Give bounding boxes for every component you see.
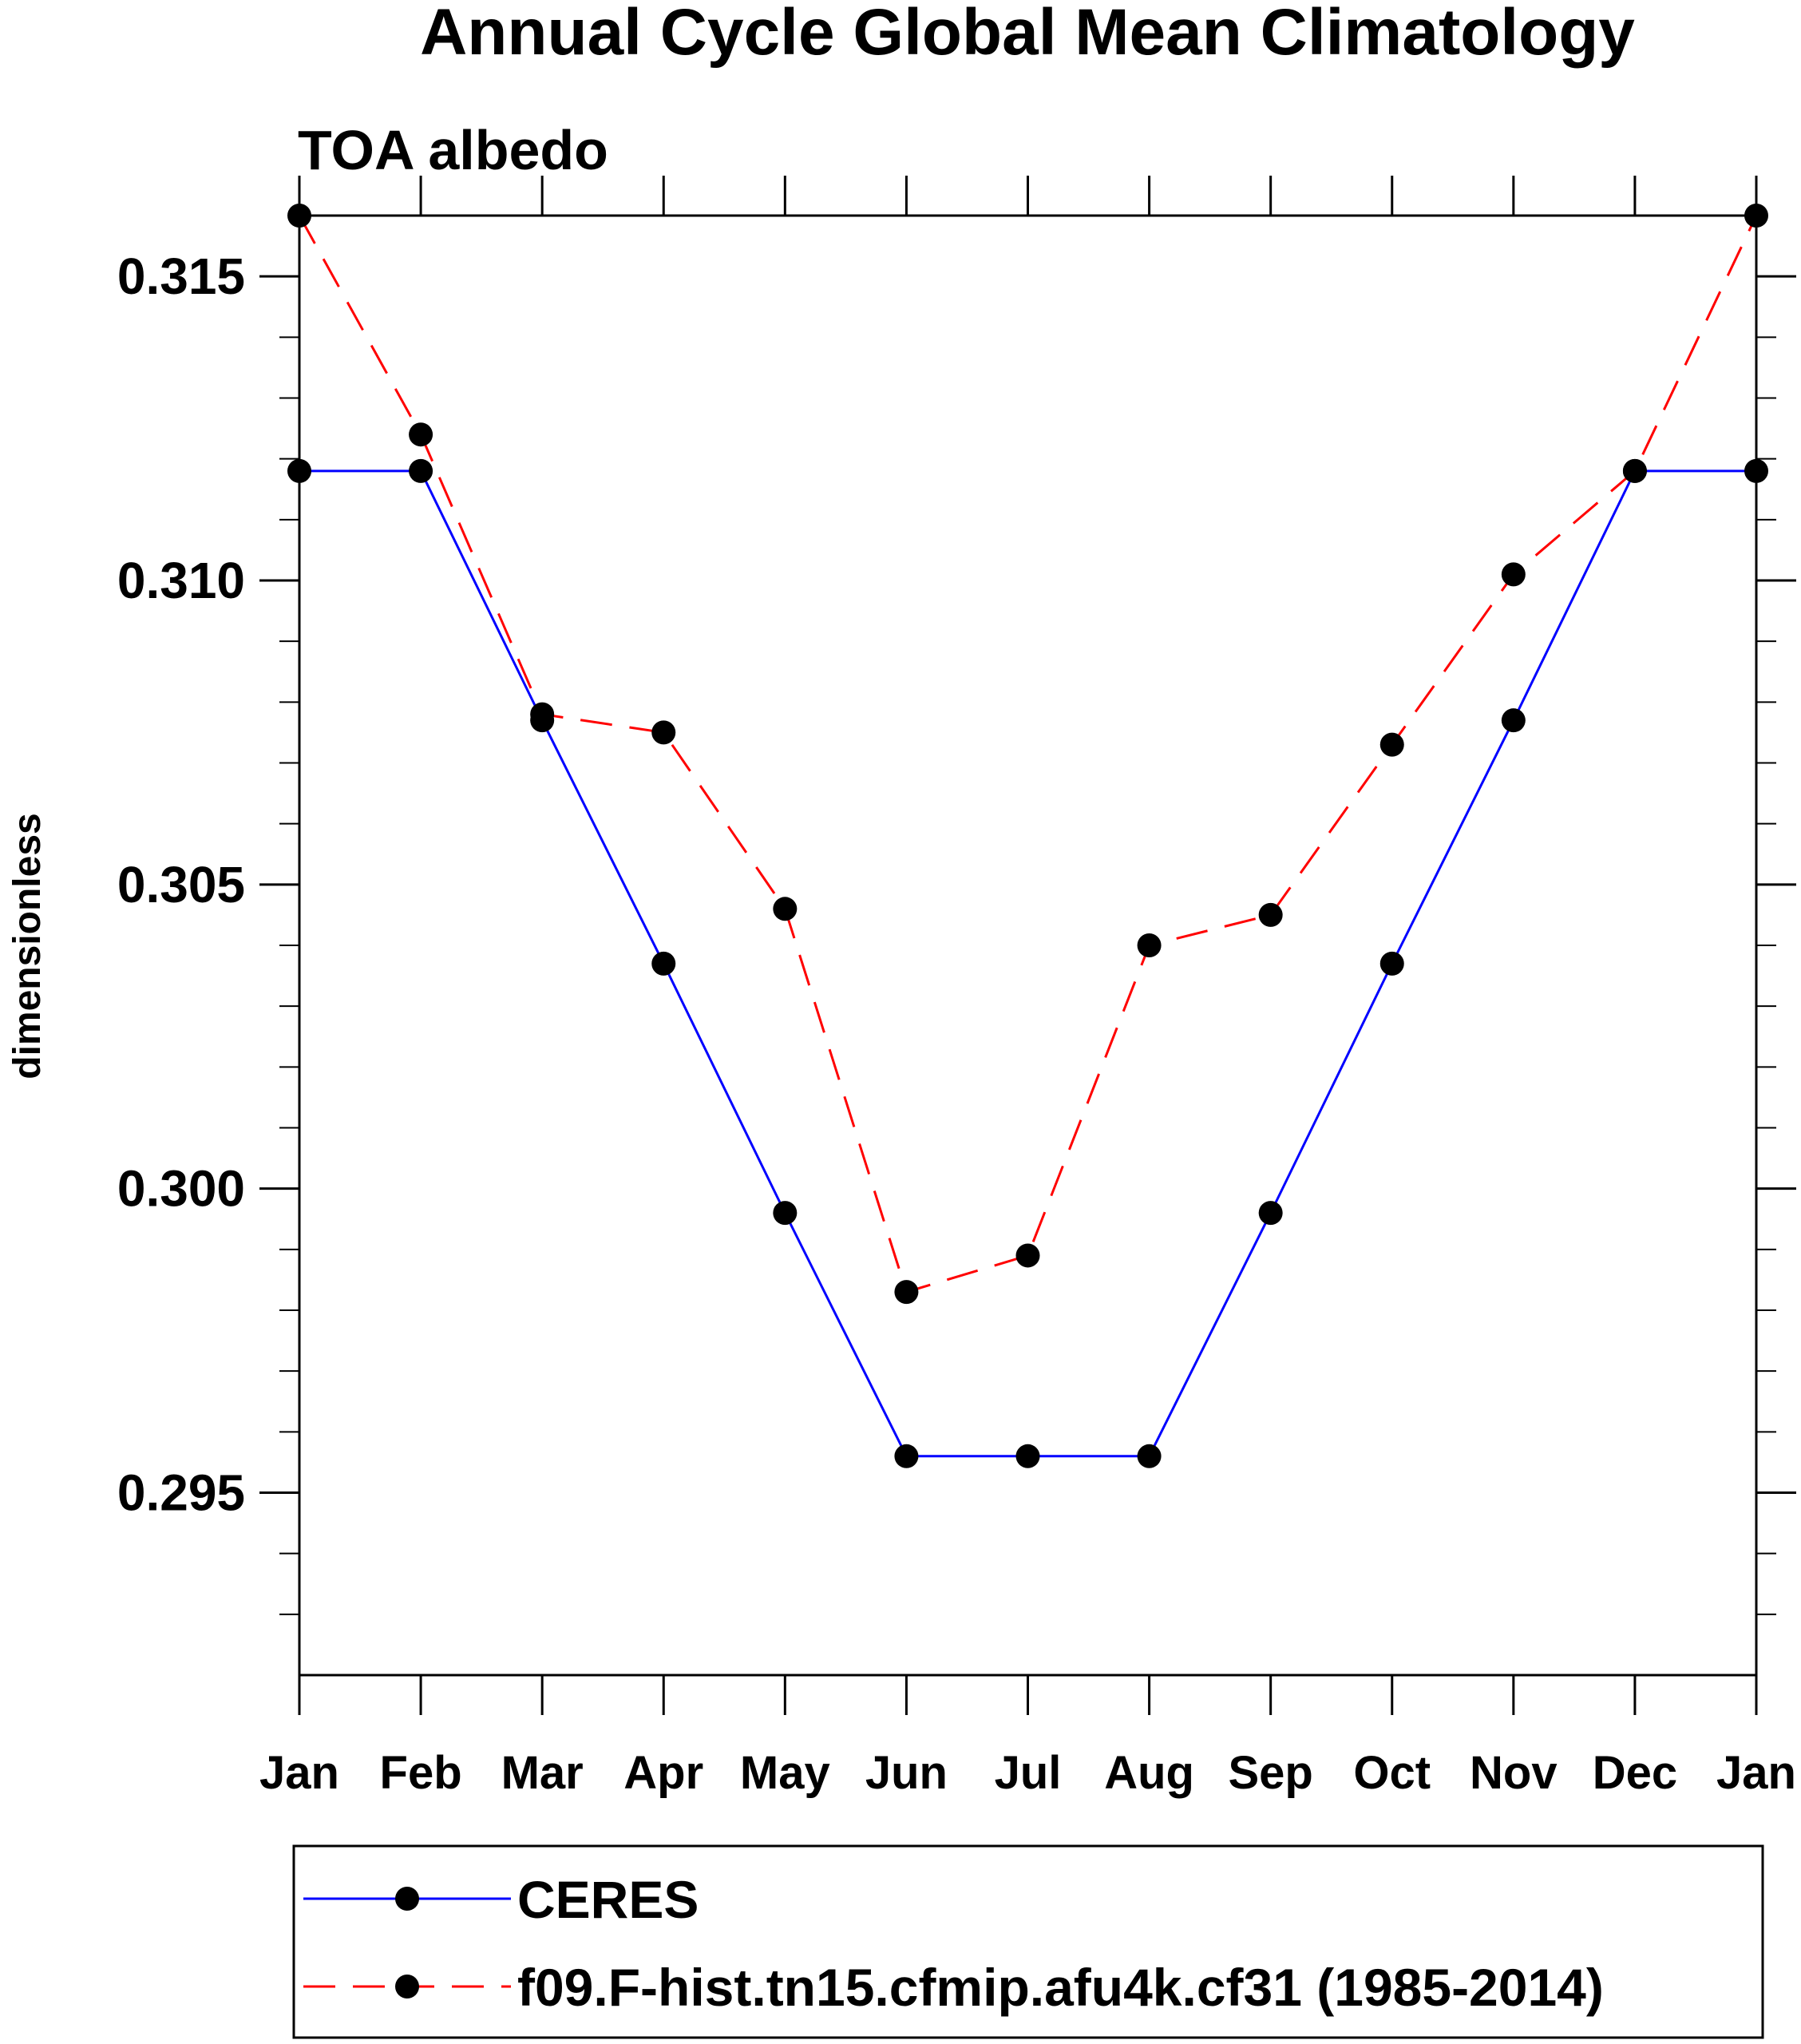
y-tick-label: 0.315: [117, 248, 245, 305]
x-tick-label: Jan: [259, 1747, 339, 1799]
x-tick-label: Jun: [865, 1747, 948, 1799]
data-point-0: [894, 1444, 919, 1468]
x-tick-label: Mar: [501, 1747, 584, 1799]
x-tick-label: Jul: [995, 1747, 1062, 1799]
series-line-0: [299, 469, 1756, 1458]
legend-marker-ceres: [395, 1887, 419, 1911]
x-tick-label: Jan: [1716, 1747, 1796, 1799]
plot-frame: [298, 214, 1758, 1677]
legend-marker-model: [395, 1975, 419, 1998]
legend-label-model: f09.F-hist.tn15.cfmip.afu4k.cf31 (1985-2…: [517, 1958, 1604, 2017]
legend-box: [292, 1844, 1764, 2039]
data-point-1: [1258, 902, 1283, 927]
data-point-1: [1622, 458, 1647, 483]
y-tick-label: 0.310: [117, 552, 245, 609]
x-tick-label: May: [740, 1747, 830, 1799]
x-tick-label: Dec: [1593, 1747, 1677, 1799]
x-tick-label: Oct: [1353, 1747, 1431, 1799]
data-point-0: [1258, 1201, 1283, 1226]
data-point-0: [1015, 1444, 1040, 1468]
data-point-1: [1379, 732, 1404, 757]
data-point-1: [1015, 1243, 1040, 1268]
data-point-1: [773, 897, 798, 921]
data-point-1: [530, 702, 555, 727]
x-tick-label: Aug: [1104, 1747, 1194, 1799]
legend-label-ceres: CERES: [517, 1870, 699, 1929]
data-point-0: [1379, 951, 1404, 976]
y-tick-label: 0.300: [117, 1160, 245, 1218]
data-point-1: [894, 1280, 919, 1305]
data-point-1: [1137, 933, 1162, 957]
data-point-0: [1501, 708, 1526, 733]
x-tick-label: Sep: [1228, 1747, 1312, 1799]
data-point-0: [409, 458, 433, 483]
data-point-1: [651, 720, 676, 745]
data-point-1: [1501, 562, 1526, 587]
data-point-0: [1137, 1444, 1162, 1468]
y-axis-label: dimensionless: [6, 813, 49, 1079]
y-tick-label: 0.305: [117, 856, 245, 913]
data-point-0: [651, 951, 676, 976]
chart-title: Annual Cycle Global Mean Climatology: [420, 0, 1635, 69]
chart-subtitle: TOA albedo: [298, 119, 608, 181]
data-point-1: [409, 422, 433, 447]
x-tick-label: Feb: [380, 1747, 462, 1799]
x-tick-label: Nov: [1470, 1747, 1558, 1799]
x-tick-label: Apr: [623, 1747, 703, 1799]
y-tick-label: 0.295: [117, 1464, 245, 1522]
data-point-0: [773, 1201, 798, 1226]
series-line-1: [298, 215, 1758, 1294]
